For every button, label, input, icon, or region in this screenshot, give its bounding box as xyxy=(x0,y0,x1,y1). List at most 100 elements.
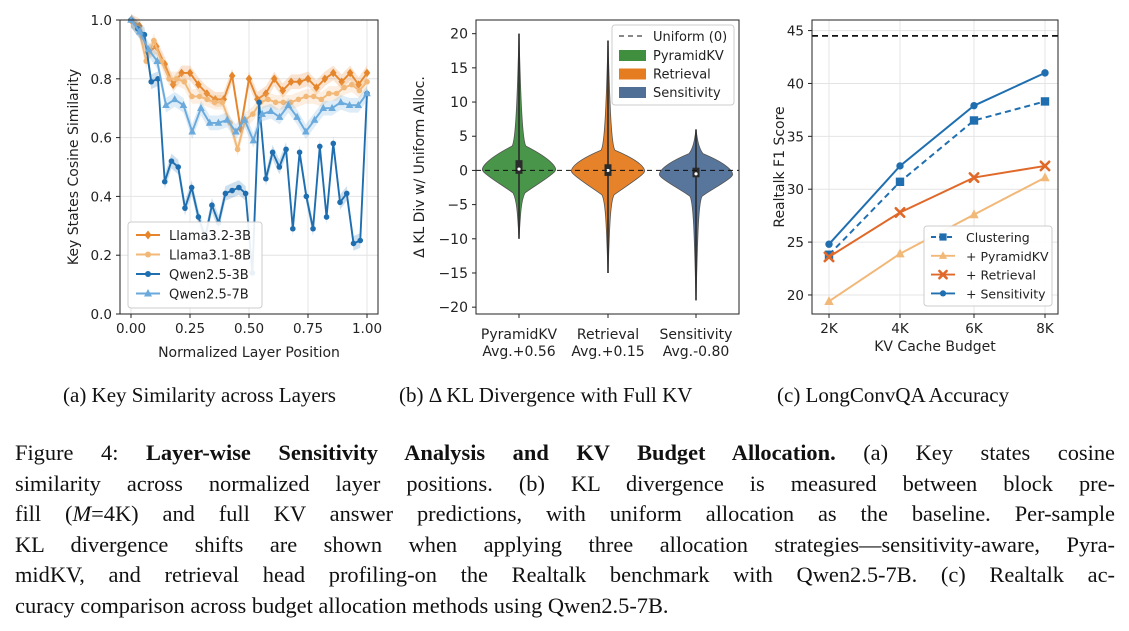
panel-a-legend-frame xyxy=(127,221,263,309)
panel-a-legend-marker xyxy=(145,251,151,258)
caption-line-1: Figure 4: Layer-wise Sensitivity Analysi… xyxy=(15,438,1115,469)
panel-b-violin xyxy=(659,129,733,301)
panel-a-point xyxy=(258,109,266,117)
panel-b-xtick-sublabel: Avg.-0.80 xyxy=(663,344,730,360)
panel-b-violin xyxy=(571,40,645,273)
panel-b-ytick-label: 5 xyxy=(459,129,468,145)
panel-a-point xyxy=(272,99,279,106)
panel-a-point xyxy=(343,190,350,197)
panel-a-ytick-label: 0.4 xyxy=(91,189,112,205)
panel-c-legend-label: + Retrieval xyxy=(966,268,1036,283)
panel-b-ytick-label: 10 xyxy=(450,95,468,111)
panel-a-ytick-label: 0.8 xyxy=(91,72,112,88)
panel-b-violin-median xyxy=(694,172,698,176)
panel-a-point xyxy=(304,74,312,84)
panel-a-xtick-label: 0.00 xyxy=(116,321,146,337)
panel-a-point xyxy=(330,140,337,147)
panel-a-xtick-label: 0.75 xyxy=(293,321,323,337)
panel-a-point xyxy=(155,76,161,82)
panel-a-point xyxy=(346,68,354,78)
panel-a-point xyxy=(178,68,185,78)
panel-a-point xyxy=(319,103,328,111)
panel-a-point xyxy=(148,78,155,85)
panel-b-ytick-label: 15 xyxy=(450,61,468,77)
panel-a-point xyxy=(228,71,236,81)
panel-b-ytick-label: −10 xyxy=(438,232,468,248)
panel-a-point xyxy=(270,74,278,84)
panel-a-point xyxy=(169,80,177,89)
caption-line-5: midKV, and retrieval head profiling-on t… xyxy=(15,562,1115,588)
panel-a-point xyxy=(310,93,317,100)
panel-a-point xyxy=(175,164,181,170)
panel-c-xtick-label: 2K xyxy=(820,321,839,337)
panel-a-point xyxy=(161,178,168,185)
panel-b-legend-label: PyramidKV xyxy=(653,49,724,64)
panel-a-point xyxy=(214,118,223,126)
panel-a-series xyxy=(127,14,371,137)
panel-c-series xyxy=(823,160,1051,263)
panel-a-point xyxy=(354,100,363,109)
panel-a-point xyxy=(356,87,363,94)
panel-c-series xyxy=(825,69,1049,248)
panel-c-legend-frame xyxy=(923,225,1053,307)
panel-b-xtick-sublabel: Avg.+0.56 xyxy=(482,344,555,360)
panel-a-ytick-label: 0.0 xyxy=(91,307,112,323)
panel-c-series xyxy=(824,97,1050,259)
panel-a-point xyxy=(279,86,287,95)
panel-b-legend-label: Sensitivity xyxy=(653,86,721,101)
figure-canvas: 0.00 0.25 0.50 0.75 1.00 0.0 0.2 0.4 0.6 0.8 1.0 N… xyxy=(66,13,1059,361)
panel-c-legend-label: + Sensitivity xyxy=(966,286,1046,301)
subcaption-a: (a) Key Similarity across Layers xyxy=(63,383,336,407)
panel-a-point xyxy=(348,81,355,88)
panel-a-point xyxy=(188,184,195,191)
panel-a-point xyxy=(229,187,235,194)
panel-a-point xyxy=(240,115,249,123)
caption-line-6: curacy comparison across budget allocati… xyxy=(15,592,669,618)
panel-a-ytick-label: 1.0 xyxy=(91,13,112,29)
panel-a-point xyxy=(302,127,310,135)
panel-c-longconvqa: 2K 4K 6K 8K 20 25 30 35 40 45 KV Cache Budget Rea… xyxy=(772,19,1059,355)
panel-a-point xyxy=(219,99,226,106)
panel-c-ytick-label: 25 xyxy=(787,235,804,251)
panel-a-point xyxy=(364,78,370,85)
panel-c-point xyxy=(895,248,905,258)
panel-b-legend-swatch xyxy=(619,68,646,80)
caption-line-4: KL divergence shifts are shown when appl… xyxy=(15,531,1115,557)
panel-a-point xyxy=(265,96,271,103)
panel-a-point xyxy=(283,146,289,153)
panel-a-point xyxy=(234,146,241,153)
panel-c-series-line xyxy=(828,71,1046,245)
panel-b-legend: Uniform (0) PyramidKV Retrieval Sensitivity xyxy=(611,24,735,106)
panel-a-point xyxy=(303,193,310,200)
panel-c-point xyxy=(823,251,835,263)
caption-bold-title: Layer-wise Sensitivity Analysis and KV B… xyxy=(145,440,836,465)
panel-a-point xyxy=(242,190,249,197)
panel-a-point xyxy=(249,111,256,117)
panel-b-xtick-label: PyramidKV xyxy=(481,327,558,343)
panel-a-point xyxy=(345,100,354,109)
panel-a-point xyxy=(357,237,364,244)
panel-b-ytick-label: 20 xyxy=(450,27,468,43)
panel-b-ytick-label: −15 xyxy=(438,266,468,282)
panel-a-point xyxy=(326,90,332,97)
panel-a-ytick-label: 0.6 xyxy=(91,131,112,147)
panel-b-ytick-label: −20 xyxy=(438,300,468,316)
panel-c-point xyxy=(894,206,906,218)
panel-a-point xyxy=(209,202,215,209)
panel-c-point xyxy=(968,172,980,184)
panel-b-legend-swatch xyxy=(619,87,646,98)
panel-c-legend-marker xyxy=(938,251,948,259)
panel-b-violin xyxy=(482,33,556,239)
panel-c-xtick-label: 6K xyxy=(965,321,984,337)
panel-a-series xyxy=(127,14,371,148)
panel-a-point xyxy=(162,100,170,109)
figure-caption: Figure 4: Layer-wise Sensitivity Analysi… xyxy=(15,438,1115,622)
panel-a-point xyxy=(310,225,316,232)
panel-a-legend-marker xyxy=(144,230,152,240)
panel-a-point xyxy=(267,106,275,114)
panel-c-xtick-label: 8K xyxy=(1036,321,1055,337)
panel-b-legend-label: Retrieval xyxy=(653,68,711,83)
panel-a-point xyxy=(293,112,301,120)
panel-c-point xyxy=(824,296,834,306)
caption-line-3-rest: =4K) and full KV answer predictions, wit… xyxy=(91,501,1115,527)
